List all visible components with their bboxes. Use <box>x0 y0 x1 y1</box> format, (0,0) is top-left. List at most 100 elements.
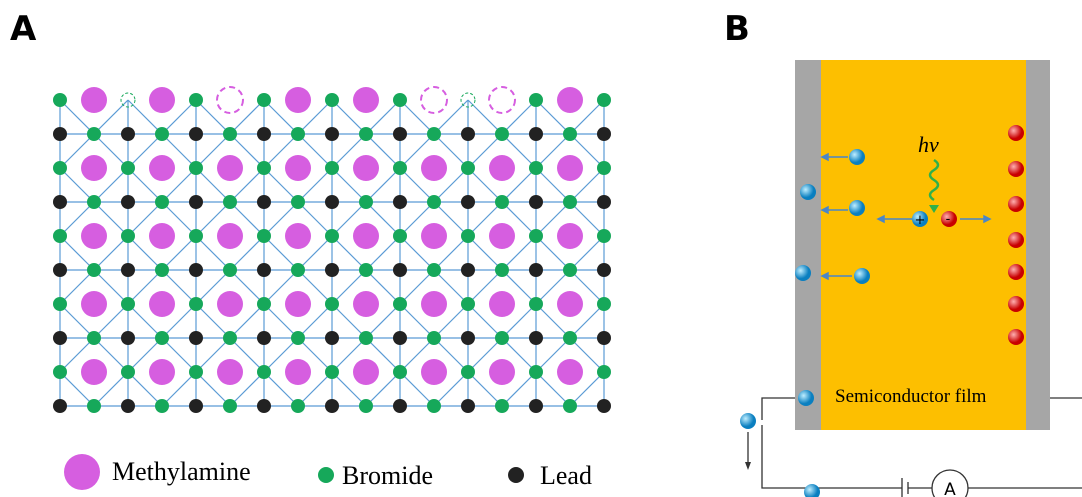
device: Semiconductor film hv A + - <box>740 60 1082 497</box>
bond <box>93 235 129 271</box>
bond <box>569 303 605 339</box>
bond <box>501 99 537 135</box>
bromide <box>461 297 475 311</box>
bond <box>297 167 333 203</box>
methylamine <box>285 291 311 317</box>
bromide <box>155 263 169 277</box>
bond <box>161 201 197 237</box>
lead <box>461 127 475 141</box>
bromide <box>529 229 543 243</box>
bromide <box>427 195 441 209</box>
bond <box>195 371 231 407</box>
legend-label: Lead <box>540 461 592 490</box>
bond <box>331 167 367 203</box>
bond <box>535 99 571 135</box>
electron <box>1008 125 1024 141</box>
circuit <box>747 397 1082 497</box>
bromide <box>461 229 475 243</box>
bond <box>229 133 265 169</box>
lead <box>189 399 203 413</box>
hole-sign: + <box>915 213 926 228</box>
bromide <box>257 161 271 175</box>
bromide <box>359 331 373 345</box>
lead <box>393 127 407 141</box>
bromide <box>257 229 271 243</box>
bond <box>433 133 469 169</box>
bromide <box>359 127 373 141</box>
methylamine <box>421 291 447 317</box>
bromide <box>189 93 203 107</box>
lead <box>53 263 67 277</box>
bond <box>93 337 129 373</box>
electron <box>1008 329 1024 345</box>
lead <box>461 399 475 413</box>
lead <box>257 331 271 345</box>
bromide <box>223 399 237 413</box>
bromide <box>155 399 169 413</box>
bond <box>297 303 333 339</box>
methylamine <box>421 359 447 385</box>
bond <box>229 269 265 305</box>
bond <box>161 235 197 271</box>
bond <box>501 167 537 203</box>
lead <box>257 127 271 141</box>
lead <box>529 195 543 209</box>
bromide <box>359 399 373 413</box>
lead <box>121 195 135 209</box>
methylamine <box>149 155 175 181</box>
bond <box>399 167 435 203</box>
bond <box>161 269 197 305</box>
bond <box>467 235 503 271</box>
methylamine <box>217 223 243 249</box>
bond <box>569 133 605 169</box>
methylamine <box>217 359 243 385</box>
bond <box>331 133 367 169</box>
bromide <box>563 195 577 209</box>
lead <box>597 331 611 345</box>
bond <box>535 133 571 169</box>
bond <box>229 235 265 271</box>
bond <box>501 337 537 373</box>
bromide <box>529 297 543 311</box>
bond <box>399 99 435 135</box>
bond <box>501 201 537 237</box>
bromide <box>87 331 101 345</box>
bromide <box>325 93 339 107</box>
bond <box>399 269 435 305</box>
bromide <box>291 195 305 209</box>
legend: Methylamine Bromide Lead <box>64 454 592 490</box>
bromide <box>121 365 135 379</box>
bond <box>399 133 435 169</box>
bond <box>59 371 95 407</box>
bond <box>535 303 571 339</box>
bond <box>297 99 333 135</box>
bromide <box>325 161 339 175</box>
lead <box>393 263 407 277</box>
bond <box>331 201 367 237</box>
bromide <box>495 263 509 277</box>
bromide <box>359 263 373 277</box>
lead <box>189 331 203 345</box>
bond <box>365 235 401 271</box>
bond <box>331 269 367 305</box>
bond <box>467 303 503 339</box>
bond <box>467 371 503 407</box>
bond <box>365 201 401 237</box>
bond <box>59 337 95 373</box>
bromide <box>597 365 611 379</box>
bromide <box>223 127 237 141</box>
bond <box>467 99 503 135</box>
lead <box>461 195 475 209</box>
bond <box>93 371 129 407</box>
bond <box>535 371 571 407</box>
bromide <box>427 127 441 141</box>
bond <box>161 99 197 135</box>
bond <box>433 167 469 203</box>
bond <box>399 303 435 339</box>
methylamine <box>285 359 311 385</box>
bond <box>229 99 265 135</box>
lead <box>325 127 339 141</box>
bromide <box>529 93 543 107</box>
charges <box>740 125 1024 497</box>
